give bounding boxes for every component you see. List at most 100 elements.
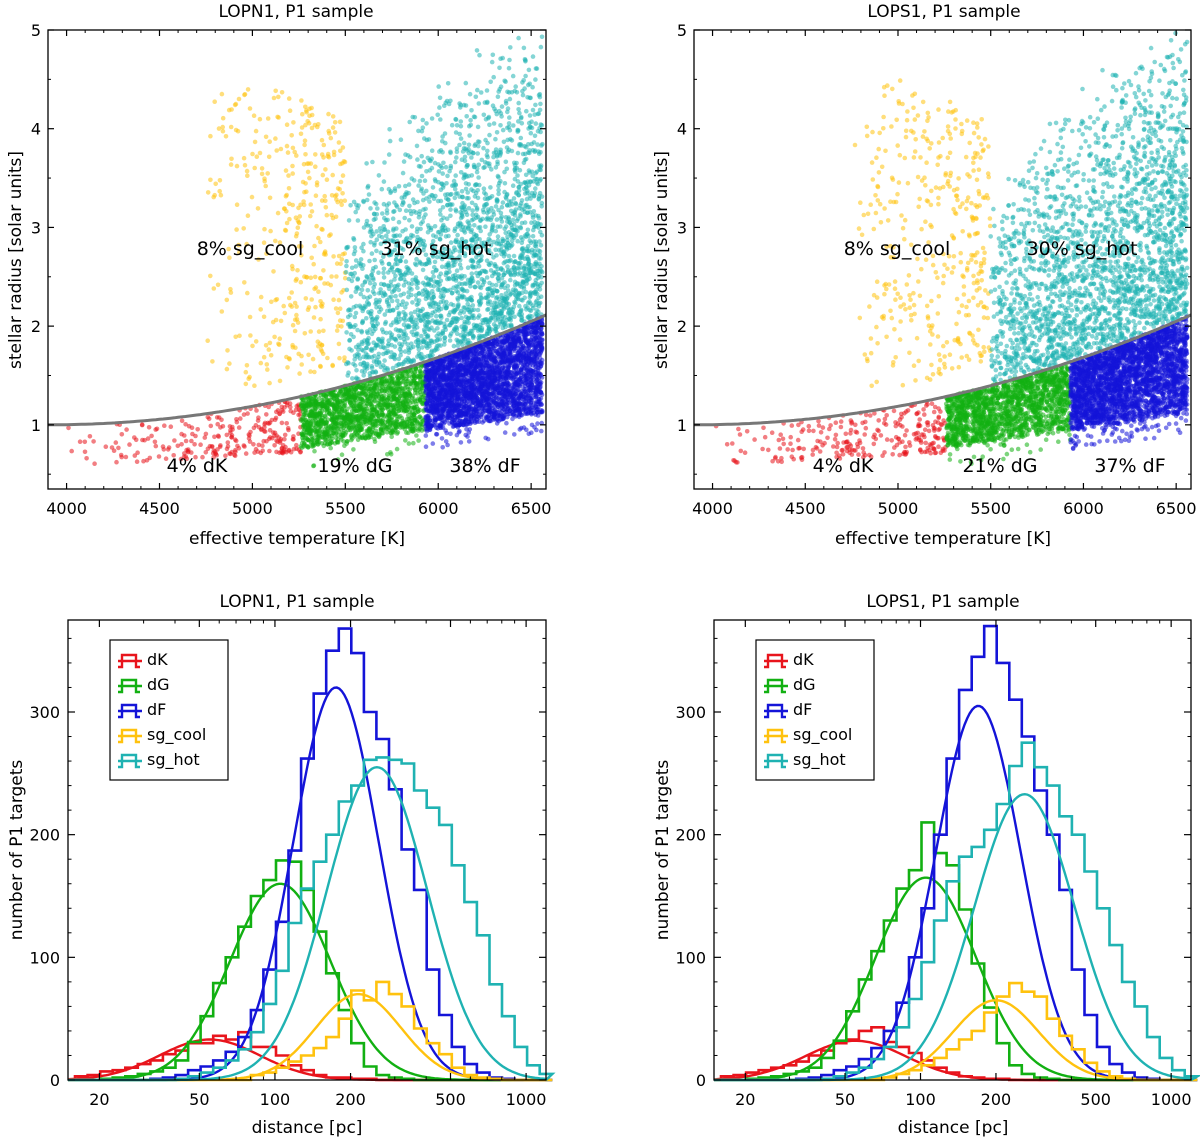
- scatter-point-sg-cool: [340, 173, 346, 178]
- scatter-point-dK: [232, 453, 238, 459]
- scatter-point-sg-hot: [518, 135, 524, 141]
- scatter-point-sg-hot: [496, 175, 501, 180]
- scatter-point-sg-cool: [284, 122, 290, 127]
- scatter-point-sg-hot: [373, 343, 379, 349]
- scatter-point-sg-hot: [420, 292, 425, 297]
- scatter-point-sg-cool: [313, 152, 318, 157]
- scatter-point-sg-hot: [418, 226, 423, 232]
- scatter-point-sg-cool: [301, 199, 306, 204]
- scatter-point-sg-hot: [462, 336, 468, 342]
- scatter-point-sg-hot: [381, 275, 387, 280]
- scatter-point-dK: [69, 448, 74, 454]
- scatter-point-sg-hot: [385, 283, 391, 288]
- scatter-point-sg-hot: [490, 224, 495, 229]
- scatter-point-dK: [82, 439, 88, 445]
- scatter-point-sg-hot: [387, 127, 392, 132]
- scatter-point-sg-hot: [464, 114, 470, 119]
- scatter-point-sg-hot: [506, 301, 512, 307]
- scatter-point-sg-hot: [359, 330, 365, 335]
- scatter-point-sg-cool: [223, 134, 229, 139]
- scatter-point-sg-cool: [286, 186, 292, 191]
- scatter-point-dK: [266, 404, 272, 410]
- scatter-point-sg-hot: [430, 238, 436, 244]
- scatter-point-dG: [312, 425, 318, 431]
- scatter-point-sg-hot: [388, 322, 394, 328]
- scatter-point-dG: [367, 386, 373, 392]
- scatter-point-sg-hot: [352, 314, 358, 320]
- scatter-point-dG: [377, 402, 383, 407]
- scatter-point-sg-hot: [516, 292, 521, 298]
- scatter-point-sg-hot: [435, 112, 441, 118]
- scatter-point-sg-cool: [339, 257, 345, 262]
- scatter-point-dG: [372, 436, 377, 442]
- scatter-point-dK: [236, 425, 242, 430]
- scatter-point-sg-hot: [353, 209, 359, 215]
- scatter-point-sg-hot: [390, 365, 396, 371]
- scatter-point-sg-cool: [287, 356, 292, 362]
- scatter-point-sg-cool: [233, 101, 239, 107]
- scatter-point-sg-hot: [429, 313, 434, 318]
- scatter-point-sg-hot: [494, 217, 500, 222]
- scatter-point-sg-hot: [536, 274, 542, 279]
- scatter-point-sg-hot: [485, 287, 491, 292]
- scatter-point-sg-hot: [526, 266, 532, 271]
- scatter-point-sg-hot: [464, 288, 470, 294]
- scatter-point-sg-hot: [513, 169, 518, 174]
- scatter-point-sg-hot: [398, 137, 404, 142]
- scatter-point-sg-hot: [412, 115, 418, 120]
- scatter-point-sg-cool: [332, 120, 338, 125]
- scatter-point-sg-cool: [337, 355, 342, 361]
- scatter-point-dG: [350, 417, 355, 423]
- scatter-point-sg-hot: [444, 303, 450, 309]
- scatter-point-dG: [335, 439, 340, 445]
- scatter-point-sg-cool: [217, 188, 222, 194]
- scatter-point-sg-cool: [281, 303, 287, 309]
- scatter-point-dG: [416, 438, 421, 443]
- scatter-point-sg-hot: [490, 290, 496, 296]
- scatter-point-sg-hot: [354, 368, 359, 373]
- scatter-point-dK: [246, 432, 252, 437]
- scatter-point-sg-hot: [361, 306, 367, 311]
- scatter-point-sg-cool: [324, 177, 330, 182]
- scatter-point-sg-cool: [290, 171, 296, 176]
- scatter-point-sg-hot: [522, 180, 528, 185]
- scatter-point-sg-hot: [432, 279, 437, 284]
- scatter-point-sg-cool: [326, 128, 332, 134]
- scatter-point-dG: [376, 417, 381, 423]
- scatter-point-dK: [92, 461, 97, 467]
- scatter-point-sg-cool: [211, 286, 217, 291]
- scatter-point-sg-hot: [389, 298, 395, 304]
- scatter-point-sg-cool: [257, 150, 263, 156]
- scatter-point-sg-hot: [370, 289, 376, 294]
- scatter-point-sg-hot: [512, 259, 518, 264]
- scatter-point-sg-hot: [503, 101, 509, 106]
- scatter-point-sg-hot: [389, 264, 395, 270]
- scatter-point-sg-cool: [253, 339, 259, 344]
- scatter-point-sg-hot: [374, 248, 379, 254]
- scatter-point-sg-hot: [508, 272, 514, 278]
- scatter-point-sg-cool: [323, 252, 328, 257]
- scatter-point-sg-cool: [294, 312, 299, 318]
- scatter-point-sg-hot: [537, 252, 542, 258]
- scatter-point-sg-hot: [400, 170, 406, 176]
- scatter-point-sg-hot: [506, 307, 512, 313]
- scatter-point-dK: [255, 418, 261, 423]
- scatter-point-sg-hot: [367, 294, 373, 300]
- scatter-point-sg-hot: [390, 216, 396, 221]
- scatter-point-sg-hot: [485, 207, 491, 212]
- scatter-point-dK: [87, 434, 93, 439]
- scatter-point-sg-hot: [401, 277, 407, 282]
- scatter-point-sg-hot: [488, 79, 494, 85]
- scatter-point-sg-hot: [415, 199, 420, 205]
- scatter-point-dG: [401, 375, 407, 381]
- scatter-point-sg-hot: [458, 222, 464, 227]
- scatter-point-sg-cool: [342, 275, 348, 281]
- scatter-point-sg-hot: [393, 293, 398, 299]
- scatter-point-sg-hot: [490, 103, 496, 108]
- scatter-point-dG: [363, 435, 368, 441]
- scatter-point-sg-hot: [465, 265, 471, 271]
- scatter-point-sg-hot: [522, 265, 527, 271]
- scatter-point-sg-hot: [500, 236, 505, 242]
- scatter-point-sg-hot: [501, 253, 507, 259]
- scatter-point-sg-cool: [301, 202, 307, 208]
